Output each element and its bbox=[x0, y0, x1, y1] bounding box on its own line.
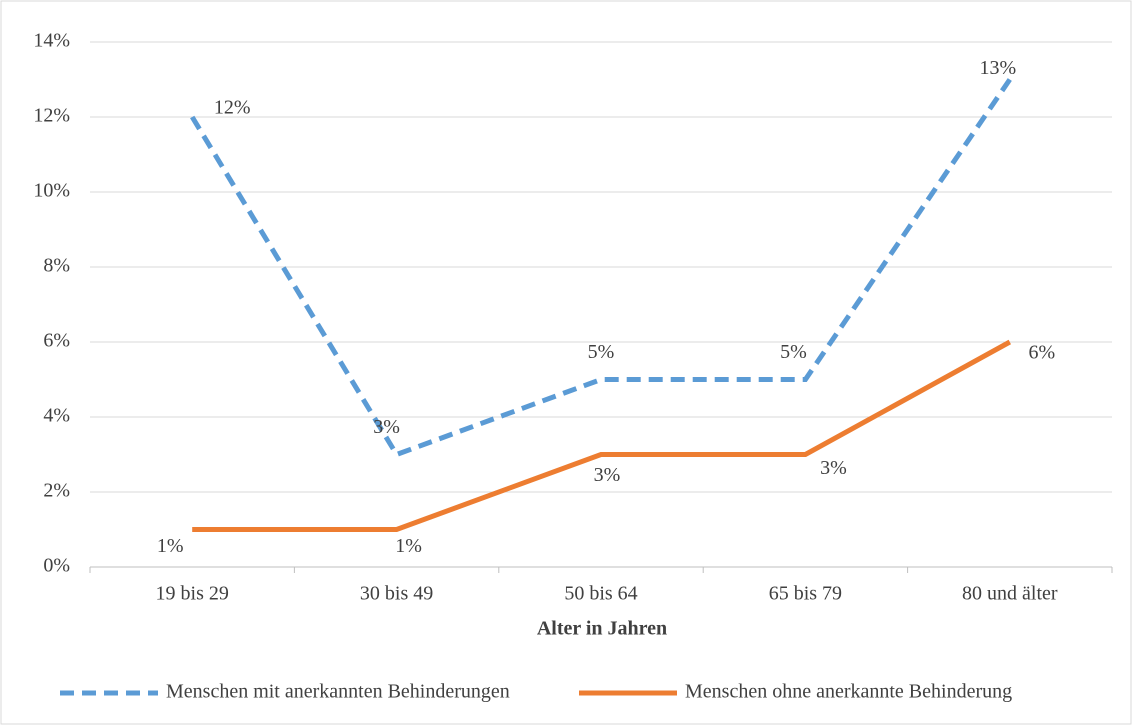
series-line bbox=[192, 339, 1012, 532]
data-label: 5% bbox=[588, 341, 615, 363]
legend-label: Menschen ohne anerkannte Behinderung bbox=[685, 681, 1012, 703]
x-tick-label: 30 bis 49 bbox=[360, 583, 433, 605]
data-label: 1% bbox=[157, 535, 184, 557]
x-tick-label: 50 bis 64 bbox=[564, 583, 637, 605]
y-tick-label: 14% bbox=[33, 30, 70, 52]
data-label: 3% bbox=[820, 457, 847, 479]
x-tick-label: 19 bis 29 bbox=[156, 583, 229, 605]
series-line bbox=[190, 78, 1012, 458]
y-tick-label: 2% bbox=[43, 480, 70, 502]
y-tick-label: 12% bbox=[33, 105, 70, 127]
y-tick-label: 4% bbox=[43, 405, 70, 427]
y-tick-label: 10% bbox=[33, 180, 70, 202]
y-tick-label: 8% bbox=[43, 255, 70, 277]
x-axis-title: Alter in Jahren bbox=[537, 618, 667, 640]
legend-label: Menschen mit anerkannten Behinderungen bbox=[166, 681, 510, 703]
data-label: 6% bbox=[1028, 342, 1055, 364]
data-label: 13% bbox=[979, 57, 1016, 79]
data-label: 3% bbox=[594, 464, 621, 486]
y-tick-label: 0% bbox=[43, 555, 70, 577]
x-tick-label: 80 und älter bbox=[962, 583, 1058, 605]
x-tick-label: 65 bis 79 bbox=[769, 583, 842, 605]
data-label: 12% bbox=[214, 97, 251, 119]
data-label: 1% bbox=[395, 535, 422, 557]
y-tick-label: 6% bbox=[43, 330, 70, 352]
data-label: 3% bbox=[373, 416, 400, 438]
data-label: 5% bbox=[780, 341, 807, 363]
